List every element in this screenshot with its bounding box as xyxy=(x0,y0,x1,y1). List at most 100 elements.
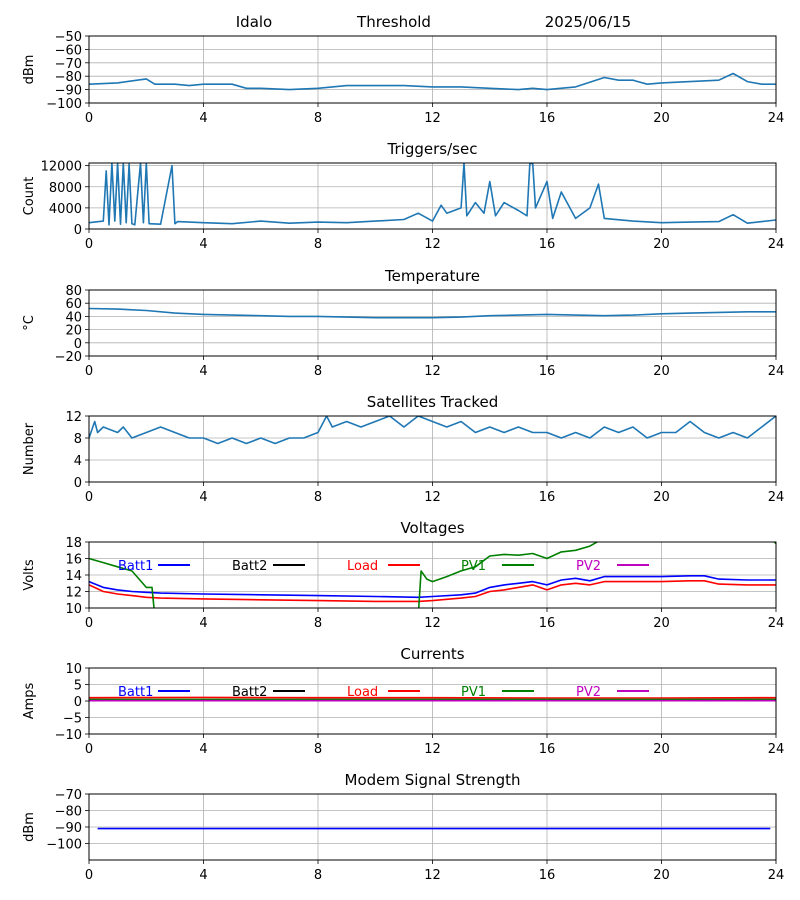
series-group xyxy=(89,72,776,91)
y-tick-label: 0 xyxy=(74,476,82,491)
x-tick-label: 20 xyxy=(653,868,670,883)
x-tick-label: 0 xyxy=(85,616,93,631)
y-axis-label: Amps xyxy=(22,682,37,719)
y-tick-label: −100 xyxy=(46,838,82,853)
y-axis-label: °C xyxy=(22,315,37,331)
series-line xyxy=(89,307,776,319)
series-line xyxy=(89,416,776,445)
y-tick-label: −60 xyxy=(55,43,82,58)
legend-label-batt1: Batt1 xyxy=(118,559,153,574)
series-line-batt1 xyxy=(89,574,776,599)
x-tick-label: 8 xyxy=(314,616,322,631)
x-tick-label: 12 xyxy=(424,742,441,757)
y-tick-label: 12 xyxy=(65,586,82,601)
y-tick-label: −90 xyxy=(55,821,82,836)
x-tick-label: 4 xyxy=(199,111,207,126)
y-tick-label: 0 xyxy=(74,695,82,710)
chart-title: Temperature xyxy=(384,267,480,285)
x-tick-label: 12 xyxy=(424,111,441,126)
x-tick-label: 8 xyxy=(314,111,322,126)
y-tick-label: 0 xyxy=(74,337,82,352)
y-tick-label: 14 xyxy=(65,569,82,584)
x-tick-label: 0 xyxy=(85,364,93,379)
y-axis-label: dBm xyxy=(22,55,37,85)
x-tick-label: 0 xyxy=(85,742,93,757)
x-tick-label: 20 xyxy=(653,237,670,252)
header-station: Idalo xyxy=(236,13,272,31)
x-tick-label: 0 xyxy=(85,490,93,505)
x-tick-label: 16 xyxy=(539,111,556,126)
y-tick-label: 18 xyxy=(65,536,82,551)
x-tick-label: 20 xyxy=(653,616,670,631)
legend-label-batt2: Batt2 xyxy=(232,685,267,700)
chart-panel: 0 4 8 12 16 20 24 −100 −90−80 −70 Modem Signal Str… xyxy=(22,771,784,883)
legend-label-pv1: PV1 xyxy=(461,685,486,700)
x-tick-label: 4 xyxy=(199,616,207,631)
legend-label-load: Load xyxy=(347,685,378,700)
x-tick-label: 16 xyxy=(539,616,556,631)
y-tick-label: 5 xyxy=(74,679,82,694)
x-tick-label: 24 xyxy=(768,364,785,379)
x-tick-label: 24 xyxy=(768,742,785,757)
y-tick-label: −80 xyxy=(55,70,82,85)
x-tick-label: 4 xyxy=(199,490,207,505)
x-tick-label: 4 xyxy=(199,742,207,757)
legend-label-batt2: Batt2 xyxy=(232,559,267,574)
chart-title: Satellites Tracked xyxy=(367,393,498,411)
x-tick-label: 24 xyxy=(768,616,785,631)
y-tick-label: 0 xyxy=(74,223,82,238)
y-tick-label: −10 xyxy=(55,728,82,743)
chart-panel: 0 4 8 12 16 20 24 −100−90−80−70−60−50 dBm xyxy=(22,30,784,126)
x-tick-label: 24 xyxy=(768,111,785,126)
x-tick-label: 0 xyxy=(85,868,93,883)
y-tick-label: −70 xyxy=(55,57,82,72)
chart-title: Triggers/sec xyxy=(387,140,478,158)
x-tick-label: 20 xyxy=(653,742,670,757)
series-group xyxy=(89,542,776,608)
x-tick-label: 8 xyxy=(314,490,322,505)
x-tick-label: 16 xyxy=(539,868,556,883)
y-tick-label: 20 xyxy=(65,324,82,339)
x-tick-label: 12 xyxy=(424,490,441,505)
y-tick-label: 8000 xyxy=(49,181,82,196)
x-tick-label: 24 xyxy=(768,868,785,883)
header-mode: Threshold xyxy=(356,13,431,31)
y-axis-label: Volts xyxy=(22,559,37,591)
x-tick-label: 8 xyxy=(314,237,322,252)
x-tick-label: 12 xyxy=(424,237,441,252)
series-line-pv1 xyxy=(89,542,776,608)
y-tick-label: 8 xyxy=(74,432,82,447)
chart-title: Voltages xyxy=(400,519,464,537)
chart-title: Modem Signal Strength xyxy=(345,771,521,789)
y-tick-label: 80 xyxy=(65,284,82,299)
legend-label-pv1: PV1 xyxy=(461,559,486,574)
y-axis-label: Count xyxy=(22,177,37,216)
y-tick-label: 12 xyxy=(65,410,82,425)
series-group xyxy=(89,163,776,226)
x-tick-label: 4 xyxy=(199,364,207,379)
y-axis-label: dBm xyxy=(22,812,37,842)
x-tick-label: 0 xyxy=(85,111,93,126)
series-line-load xyxy=(89,579,776,603)
legend-label-load: Load xyxy=(347,559,378,574)
chart-panel: 0 4 8 12 16 20 24 0 4000 8000 12000 Triggers/sec Cou… xyxy=(22,140,784,252)
y-tick-label: 60 xyxy=(65,297,82,312)
y-tick-label: 4000 xyxy=(49,202,82,217)
x-tick-label: 12 xyxy=(424,868,441,883)
x-tick-label: 24 xyxy=(768,490,785,505)
x-tick-label: 12 xyxy=(424,364,441,379)
series-line xyxy=(89,72,776,91)
y-tick-label: 16 xyxy=(65,553,82,568)
series-group xyxy=(89,416,776,445)
y-tick-label: −90 xyxy=(55,84,82,99)
y-tick-label: −5 xyxy=(63,712,82,727)
x-tick-label: 16 xyxy=(539,364,556,379)
x-tick-label: 12 xyxy=(424,616,441,631)
y-tick-label: 12000 xyxy=(41,160,82,175)
x-tick-label: 4 xyxy=(199,237,207,252)
y-axis-label: Number xyxy=(22,422,37,475)
